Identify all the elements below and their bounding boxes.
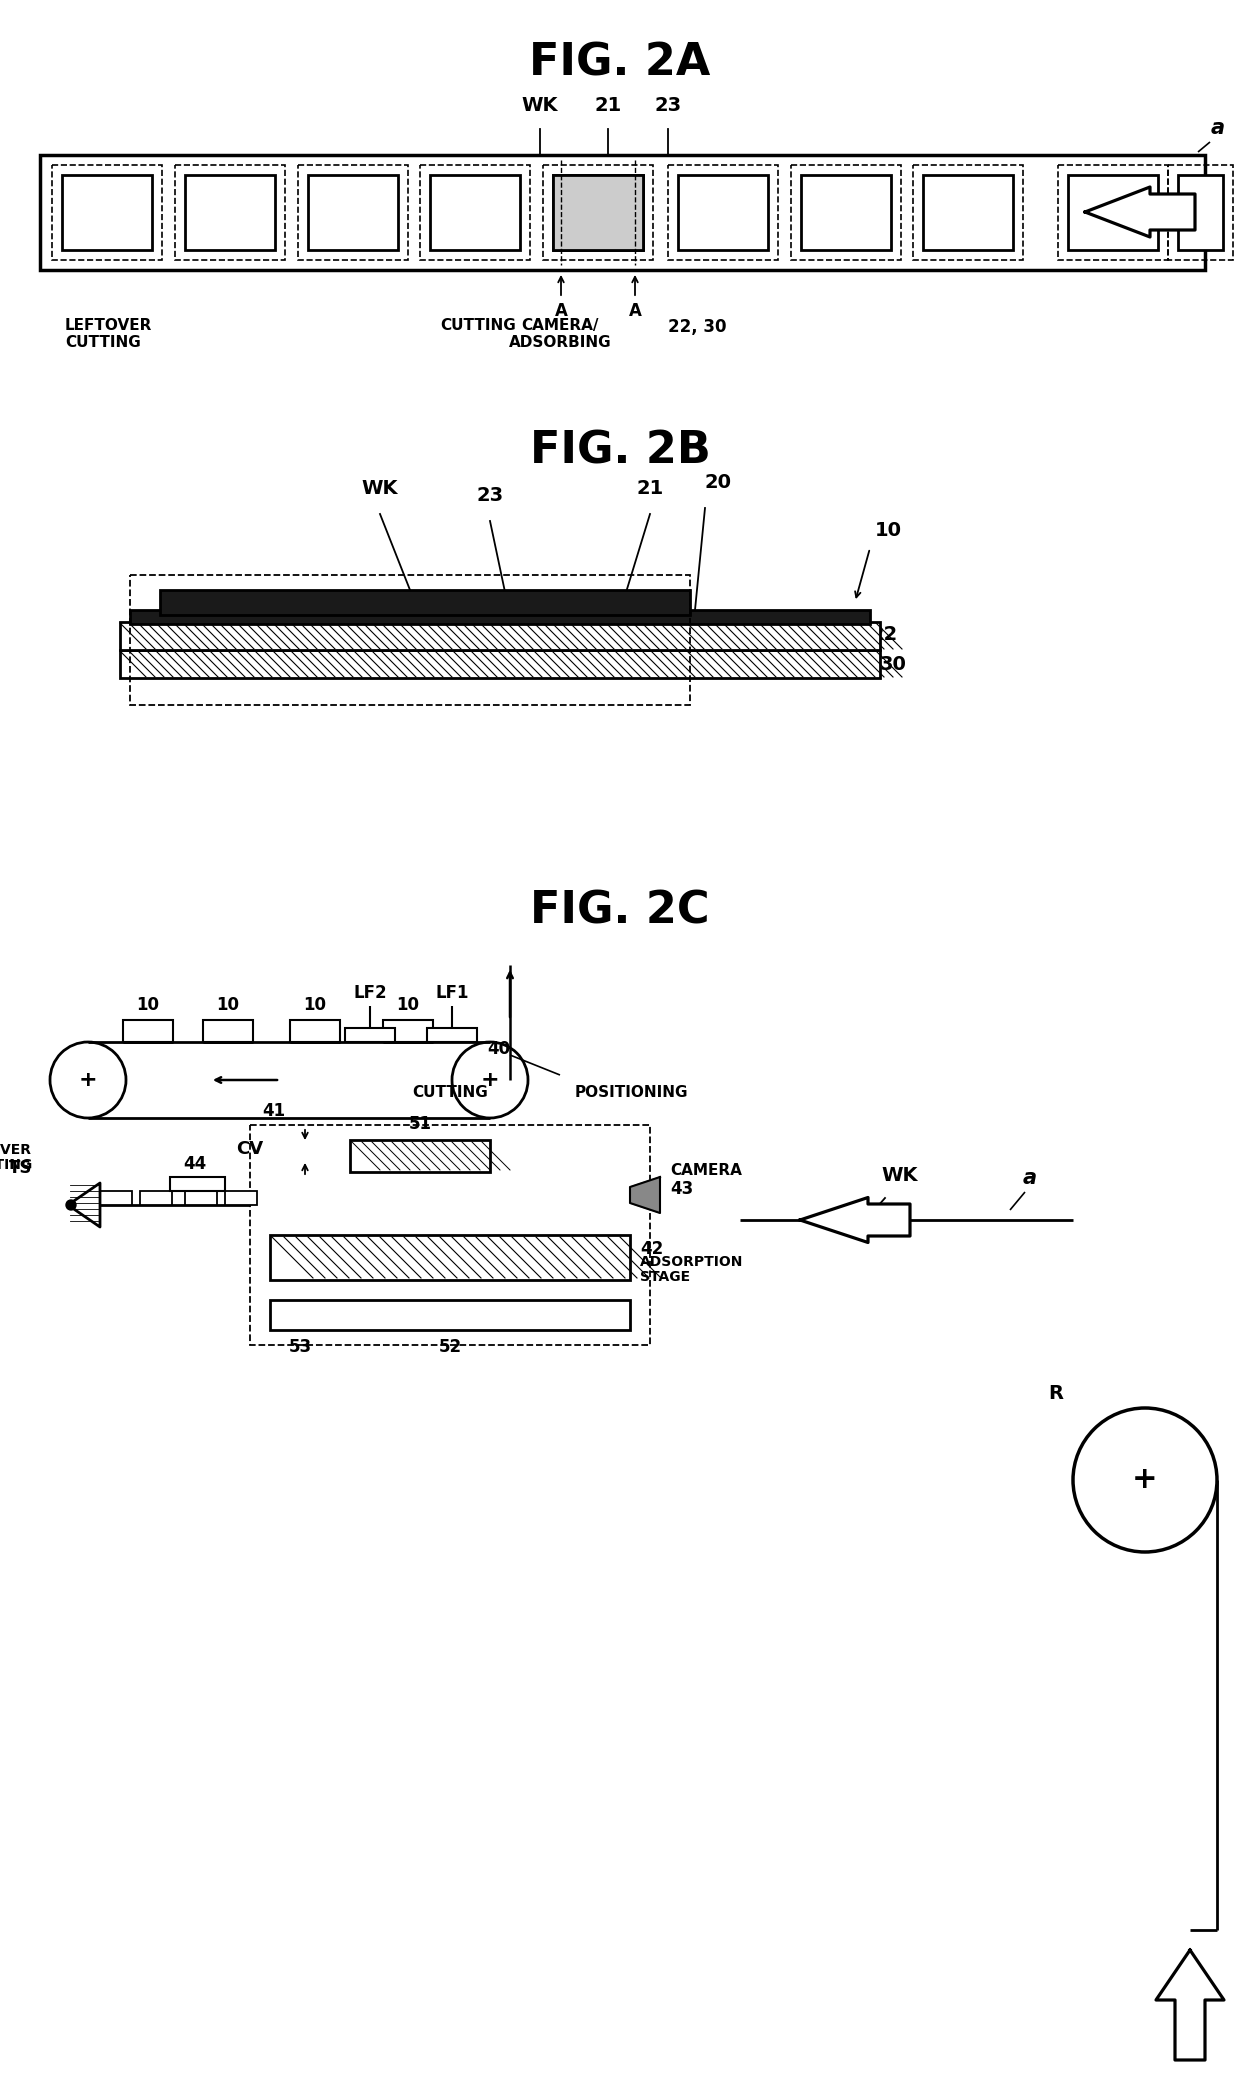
Text: CUTTING: CUTTING (64, 336, 141, 350)
Bar (175, 165, 285, 260)
Text: CAMERA: CAMERA (670, 1163, 742, 1177)
Text: TS: TS (9, 1159, 32, 1177)
Text: CUTTING: CUTTING (440, 319, 516, 333)
Text: a: a (1211, 119, 1225, 138)
Text: 23: 23 (655, 96, 682, 115)
Text: CV: CV (237, 1140, 264, 1159)
Text: A: A (554, 302, 568, 321)
Text: ADSORPTION: ADSORPTION (640, 1255, 743, 1269)
Bar (130, 611, 870, 623)
Text: FIG. 2B: FIG. 2B (529, 429, 711, 473)
Bar (160, 590, 689, 615)
Bar (185, 1190, 217, 1205)
Bar (100, 1190, 131, 1205)
Polygon shape (800, 1198, 910, 1242)
Text: 44: 44 (184, 1155, 207, 1173)
Text: LF2: LF2 (353, 984, 387, 1002)
Bar (123, 1019, 174, 1042)
Polygon shape (68, 1184, 100, 1227)
Text: 10: 10 (875, 521, 901, 540)
Bar (668, 165, 777, 260)
Bar (250, 1125, 650, 1344)
Bar (185, 175, 275, 250)
Bar (430, 175, 520, 250)
Text: 20: 20 (706, 473, 732, 492)
Bar (1058, 165, 1168, 260)
Bar (308, 175, 398, 250)
Text: 22, 30: 22, 30 (668, 319, 727, 336)
Text: 53: 53 (289, 1338, 311, 1357)
Text: 10: 10 (397, 996, 419, 1015)
Text: 41: 41 (262, 1102, 285, 1119)
Bar (62, 175, 153, 250)
Bar (791, 165, 901, 260)
Text: 21: 21 (636, 479, 663, 498)
Bar (678, 175, 768, 250)
Text: 51: 51 (408, 1115, 432, 1134)
Text: a: a (1023, 1167, 1037, 1188)
Text: 30: 30 (880, 656, 906, 675)
Text: +: + (481, 1069, 500, 1090)
Text: STAGE: STAGE (640, 1269, 691, 1284)
Text: WK: WK (362, 479, 398, 498)
Text: CUTTING: CUTTING (0, 1159, 32, 1171)
Bar (420, 165, 529, 260)
Circle shape (66, 1200, 76, 1211)
Bar (345, 1027, 396, 1042)
Bar (298, 165, 408, 260)
Bar (553, 175, 644, 250)
Bar (913, 165, 1023, 260)
Text: +: + (1132, 1465, 1158, 1494)
Bar (140, 1190, 172, 1205)
Text: 23: 23 (476, 486, 503, 504)
Text: 52: 52 (439, 1338, 461, 1357)
Text: A: A (629, 302, 641, 321)
Bar (923, 175, 1013, 250)
Bar (270, 1300, 630, 1330)
Text: WK: WK (522, 96, 558, 115)
Text: 10: 10 (217, 996, 239, 1015)
Text: CAMERA/: CAMERA/ (521, 319, 599, 333)
Text: POSITIONING: POSITIONING (575, 1086, 688, 1100)
Text: WK: WK (882, 1167, 919, 1186)
Text: 10: 10 (304, 996, 326, 1015)
Bar (120, 621, 880, 650)
Bar (290, 1019, 340, 1042)
Bar (270, 1236, 630, 1280)
Bar (224, 1190, 257, 1205)
Bar (40, 154, 1205, 271)
Bar (1178, 175, 1223, 250)
Bar (350, 1140, 490, 1171)
Bar (203, 1019, 253, 1042)
Bar (553, 175, 644, 250)
Text: 42: 42 (640, 1240, 663, 1259)
Text: LEFTOVER: LEFTOVER (64, 319, 153, 333)
Polygon shape (1156, 1951, 1224, 2059)
Polygon shape (1085, 188, 1195, 238)
Text: 10: 10 (136, 996, 160, 1015)
Text: CUTTING: CUTTING (412, 1086, 487, 1100)
Text: 22: 22 (870, 625, 898, 644)
Text: 21: 21 (594, 96, 621, 115)
Text: FIG. 2A: FIG. 2A (529, 42, 711, 85)
Bar (1068, 175, 1158, 250)
Bar (1168, 165, 1233, 260)
Bar (427, 1027, 477, 1042)
Text: FIG. 2C: FIG. 2C (531, 890, 709, 934)
Bar (170, 1177, 224, 1190)
Bar (383, 1019, 433, 1042)
Text: R: R (1048, 1384, 1063, 1403)
Bar (130, 575, 689, 704)
Bar (801, 175, 892, 250)
Text: +: + (78, 1069, 97, 1090)
Polygon shape (630, 1177, 660, 1213)
Text: 40: 40 (487, 1040, 510, 1059)
Text: 43: 43 (670, 1180, 693, 1198)
Text: LEFTOVER: LEFTOVER (0, 1142, 32, 1157)
Text: LF1: LF1 (435, 984, 469, 1002)
Text: ADSORBING: ADSORBING (508, 336, 611, 350)
Bar (52, 165, 162, 260)
Bar (120, 650, 880, 677)
Bar (543, 165, 653, 260)
